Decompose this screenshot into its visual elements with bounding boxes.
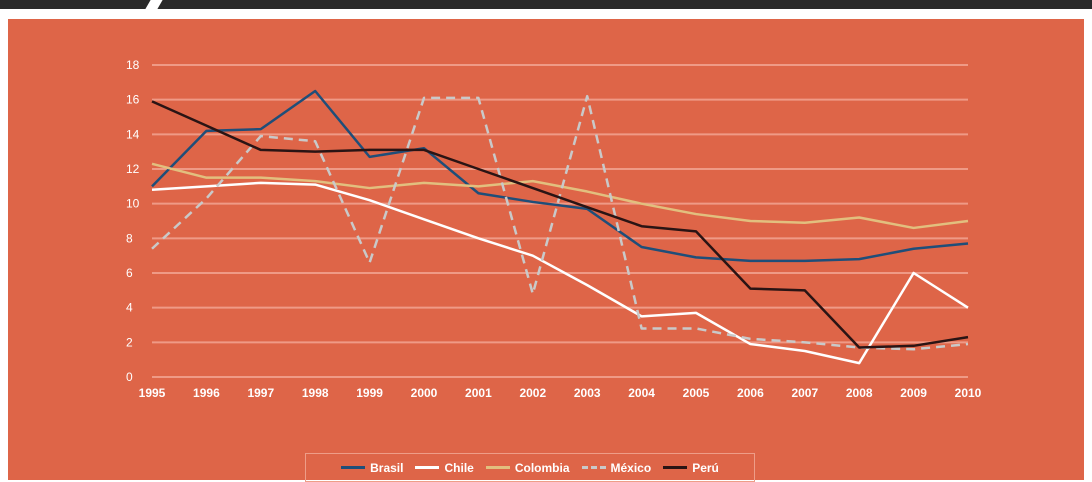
x-tick-label: 2004 [628,386,655,400]
y-tick-label: 10 [126,197,140,211]
x-tick-label: 2010 [955,386,982,400]
series-line-brasil [151,89,969,263]
grid-lines [152,64,968,378]
y-tick-label: 16 [126,93,140,107]
legend-swatch [581,466,606,469]
series-line-colombia [151,162,969,230]
y-tick-label: 14 [126,127,140,141]
x-tick-label: 1999 [356,386,383,400]
x-tick-label: 2001 [465,386,492,400]
legend-item: México [581,460,652,475]
top-bar [0,0,1092,9]
y-tick-label: 4 [126,301,133,315]
y-axis-ticks: 0 2 4 6 8 10 12 14 16 18 [126,58,140,384]
legend-label: Chile [444,460,474,475]
legend-label: México [610,460,652,475]
x-tick-label: 2007 [791,386,818,400]
legend-swatch [485,466,510,469]
chart-legend: Brasil Chile Colombia México Perú [305,453,755,482]
y-tick-label: 8 [126,231,133,245]
legend-swatch [415,466,440,469]
legend-item: Chile [415,460,474,475]
line-chart: 0 2 4 6 8 10 12 14 16 18 1995 1996 1997 1998 1999 2000… [126,58,982,400]
legend-item: Colombia [485,460,570,475]
x-tick-label: 1998 [302,386,329,400]
legend-swatch [341,466,366,469]
y-tick-label: 0 [126,370,133,384]
y-tick-label: 2 [126,335,133,349]
x-tick-label: 2005 [683,386,710,400]
x-tick-label: 2009 [900,386,927,400]
y-tick-label: 18 [126,58,140,72]
legend-item: Brasil [341,461,403,475]
x-tick-label: 2006 [737,386,764,400]
x-tick-label: 2000 [411,386,438,400]
x-tick-label: 1996 [193,386,220,400]
y-tick-label: 12 [126,162,140,176]
x-axis-ticks: 1995 1996 1997 1998 1999 2000 2001 2002 2003 2004… [139,386,982,400]
x-tick-label: 2003 [574,386,601,400]
y-tick-label: 6 [126,266,133,280]
series-line-méxico [151,94,969,351]
legend-label: Brasil [370,460,404,475]
legend-item: Perú [663,461,719,475]
chart-panel: 0 2 4 6 8 10 12 14 16 18 1995 1996 1997 1998 1999 2000… [8,19,1084,482]
x-tick-label: 2002 [519,386,546,400]
legend-swatch [663,466,688,469]
series-lines [151,89,969,365]
legend-label: Colombia [514,460,570,475]
x-tick-label: 2008 [846,386,873,400]
series-line-chile [151,181,969,365]
series-line-perú [151,100,969,349]
x-tick-label: 1997 [247,386,274,400]
legend-label: Perú [692,460,719,475]
x-tick-label: 1995 [139,386,166,400]
